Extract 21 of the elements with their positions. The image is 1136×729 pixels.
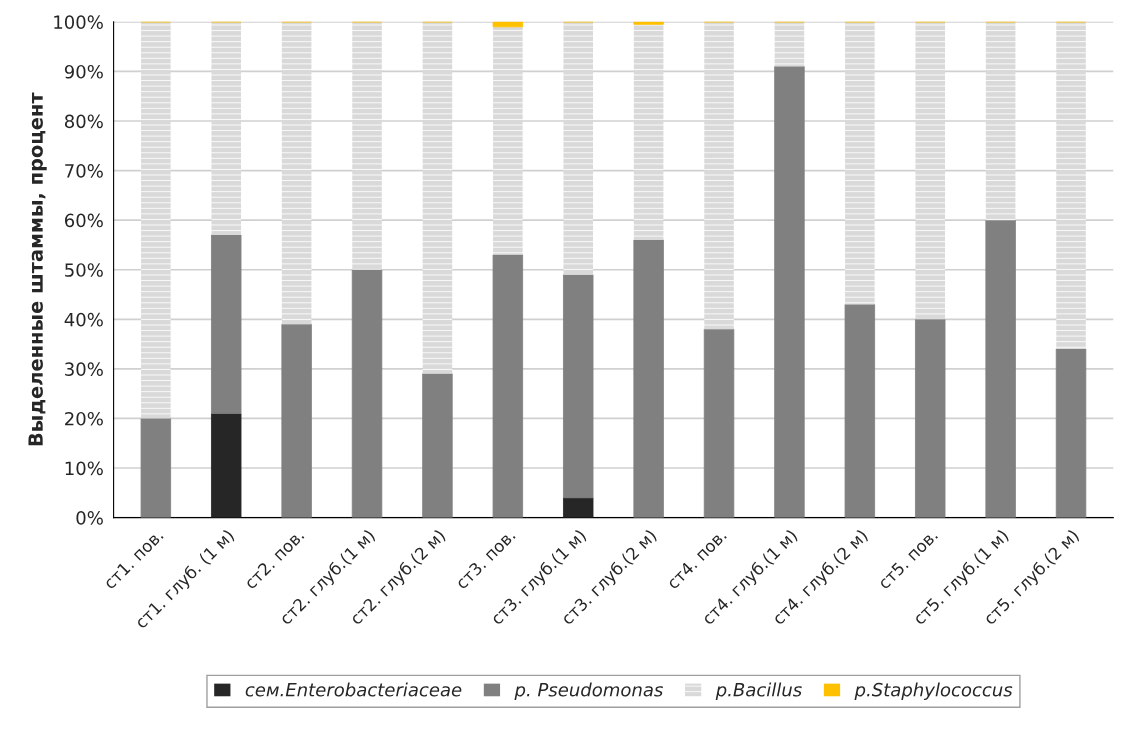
legend-label: р.Bacillus: [715, 682, 802, 701]
y-tick-label: 80%: [64, 114, 103, 129]
legend-label: сем.Enterobacteriaceae: [245, 682, 462, 697]
legend-label: р. Pseudomonas: [514, 682, 663, 701]
y-tick-label: 90%: [64, 64, 103, 79]
x-tick-label: ст3. пов.: [454, 528, 516, 590]
x-tick-label: ст5. пов.: [877, 528, 939, 590]
y-tick-label: 100%: [54, 15, 103, 29]
x-tick-label: ст4. пов.: [666, 528, 727, 590]
x-tick-label: ст1. пов.: [102, 528, 164, 590]
legend-label: р.Staphylococcus: [854, 682, 1013, 701]
y-tick-label: 60%: [65, 213, 103, 228]
x-tick-label: ст2. пов.: [243, 528, 305, 590]
y-tick-label: 70%: [65, 164, 103, 178]
y-tick-label: 30%: [65, 362, 103, 376]
y-tick-label: 20%: [65, 411, 103, 426]
y-tick-label: 10%: [65, 461, 103, 476]
y-tick-label: 50%: [65, 263, 103, 277]
y-tick-label: 0%: [76, 511, 103, 525]
y-axis-title: Выделенные штаммы, процент: [28, 92, 47, 446]
y-tick-label: 40%: [64, 312, 103, 327]
